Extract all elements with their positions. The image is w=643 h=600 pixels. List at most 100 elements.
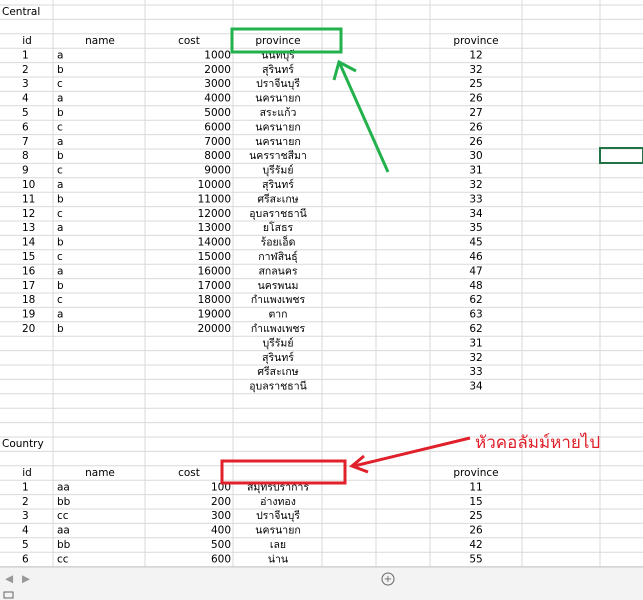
cell: 35: [469, 222, 482, 234]
header-cell: province: [453, 467, 498, 479]
cell: 3: [22, 510, 29, 522]
cell: 10: [22, 179, 35, 191]
cell: ตาก: [268, 309, 287, 321]
header-cell: name: [85, 467, 115, 479]
header-cell: id: [22, 467, 32, 479]
cell: 42: [469, 539, 482, 551]
cell: b: [57, 150, 64, 162]
section-title: Country: [2, 438, 44, 450]
cell: aa: [57, 481, 70, 493]
header-cell: cost: [178, 467, 200, 479]
cell: 16: [22, 265, 36, 277]
cell: สุรินทร์: [262, 351, 294, 364]
cell: นครนายก: [255, 121, 300, 133]
cell: 4: [22, 525, 29, 537]
header-cell: name: [85, 35, 115, 47]
cell: 15000: [198, 251, 231, 263]
cell: 5000: [204, 107, 231, 119]
cell: 15: [22, 251, 35, 263]
cell: สกลนคร: [258, 265, 297, 277]
cell: b: [57, 280, 64, 292]
cell: 12000: [198, 208, 231, 220]
cell: 1: [22, 481, 29, 493]
cell: bb: [57, 496, 71, 508]
cell: 48: [469, 280, 482, 292]
cell: 32: [469, 179, 482, 191]
cell: a: [57, 309, 63, 321]
cell: a: [57, 179, 63, 191]
cell: อ่างทอง: [260, 496, 296, 508]
cell: 10000: [198, 179, 231, 191]
cell: 34: [469, 381, 483, 393]
header-cell: province: [453, 35, 498, 47]
cell: 33: [469, 366, 482, 378]
cell: อุบลราชธานี: [249, 207, 307, 220]
cell: 1: [22, 49, 29, 61]
tab-scroll-right[interactable]: ▶: [22, 573, 31, 585]
cell: 47: [469, 265, 482, 277]
cell: น่าน: [268, 553, 288, 565]
cell: 20000: [198, 323, 231, 335]
cell: 18000: [198, 294, 231, 306]
cell: b: [57, 193, 64, 205]
cell: 62: [469, 294, 482, 306]
cell: 6: [22, 553, 29, 565]
header-cell: province: [255, 35, 300, 47]
cell: เลย: [270, 539, 286, 551]
cell: 25: [469, 510, 482, 522]
cell: c: [57, 165, 63, 177]
cell: 17: [22, 280, 35, 292]
cell: 8: [22, 150, 29, 162]
cell: บุรีรัมย์: [262, 164, 293, 177]
cell: 500: [211, 539, 231, 551]
cell: 16000: [198, 265, 231, 277]
cell: 25: [469, 78, 482, 90]
cell: a: [57, 93, 63, 105]
green-arrow: [332, 59, 390, 173]
header-cell: id: [22, 35, 32, 47]
cell: b: [57, 64, 64, 76]
cell: 46: [469, 251, 483, 263]
cell: a: [57, 222, 63, 234]
add-sheet-plus[interactable]: +: [384, 574, 392, 585]
tab-scroll-left[interactable]: ◀: [5, 573, 14, 585]
cell: 26: [469, 136, 483, 148]
cell: c: [57, 78, 63, 90]
cell: 34: [469, 208, 483, 220]
cell: b: [57, 107, 64, 119]
cell: 11: [469, 481, 482, 493]
cell: 5: [22, 539, 29, 551]
cell: 26: [469, 121, 483, 133]
cell: 14000: [198, 237, 231, 249]
cell: นครราชสีมา: [249, 149, 307, 162]
cell: อุบลราชธานี: [249, 380, 307, 393]
cell: 63: [469, 309, 482, 321]
cell: a: [57, 265, 63, 277]
cell: 3000: [204, 78, 231, 90]
cell: 9: [22, 165, 29, 177]
cell: 8000: [204, 150, 231, 162]
annotation: หัวคอลัมม์หายไป: [475, 432, 600, 453]
cell: 20: [22, 323, 35, 335]
cell: 31: [469, 337, 482, 349]
cell: b: [57, 323, 64, 335]
cell: นครนายก: [255, 136, 300, 148]
cell: สระแก้ว: [260, 107, 297, 119]
cell: 32: [469, 64, 482, 76]
cell: 17000: [198, 280, 231, 292]
cell: ปราจีนบุรี: [256, 509, 300, 522]
cell: 1000: [204, 49, 231, 61]
cell: 5: [22, 107, 29, 119]
add-sheet[interactable]: [381, 572, 395, 586]
tab-bar: [0, 567, 643, 590]
red-arrow: [349, 436, 471, 474]
cell: 26: [469, 525, 483, 537]
cell: 33: [469, 193, 482, 205]
selected-cell[interactable]: [599, 147, 643, 164]
cell: นนทบุรี: [261, 48, 295, 61]
cell: กำแพงเพชร: [251, 294, 306, 306]
cell: นครนายก: [255, 93, 300, 105]
status-bar: [0, 590, 643, 600]
cell: 7: [22, 136, 29, 148]
